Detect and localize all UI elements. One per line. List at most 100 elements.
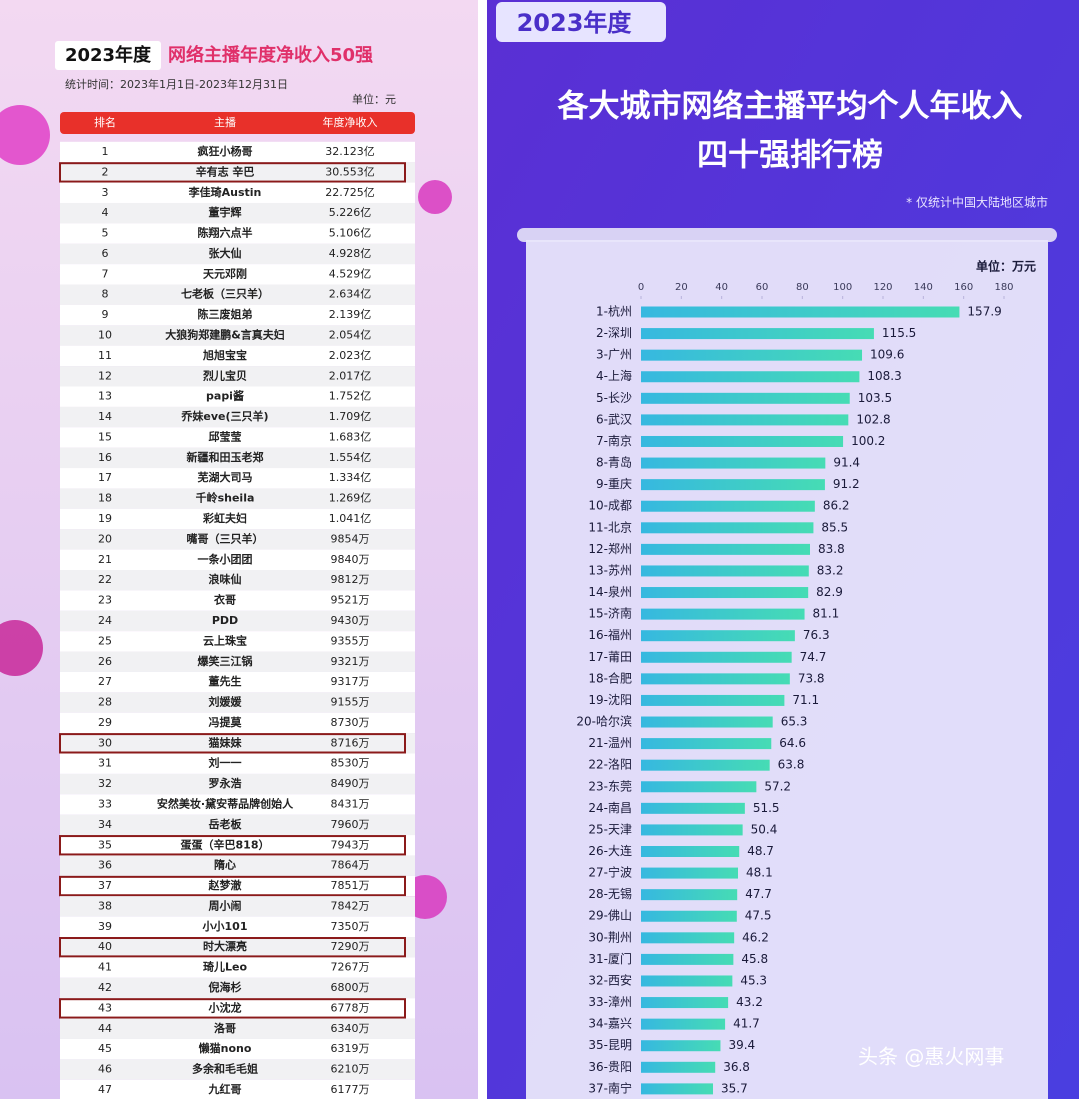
y-tick-label: 20-哈尔滨 [576, 714, 632, 729]
bar [641, 1061, 716, 1073]
bar [641, 997, 729, 1009]
badge-bg [55, 41, 161, 70]
table-cell: 36 [98, 859, 112, 872]
bar [641, 802, 745, 814]
chart-unit: 单位：万元 [976, 259, 1036, 274]
y-tick-label: 10-成都 [588, 499, 632, 513]
table-cell: 洛哥 [214, 1021, 236, 1035]
table-cell: 彩虹夫妇 [202, 511, 247, 525]
bar [641, 608, 805, 620]
bar [641, 953, 734, 965]
column-header: 主播 [214, 115, 236, 129]
bar [641, 867, 739, 879]
x-tick-label: 120 [873, 282, 892, 293]
table-cell: 12 [98, 369, 112, 382]
table-cell: 9812万 [331, 573, 370, 586]
bar [641, 716, 773, 728]
table-cell: 40 [98, 940, 112, 953]
y-tick-label: 26-大连 [588, 843, 632, 858]
table-cell: 9355万 [331, 634, 370, 647]
bar [641, 932, 735, 944]
value-label: 109.6 [870, 348, 904, 362]
bar [641, 1083, 713, 1095]
y-tick-label: 29-佛山 [588, 909, 632, 923]
y-tick-label: 13-苏州 [588, 563, 632, 577]
table-cell: 2.023亿 [329, 349, 372, 362]
table-cell: 47 [98, 1083, 112, 1096]
column-header: 排名 [94, 115, 116, 129]
y-tick-label: 21-温州 [588, 736, 632, 750]
table-cell: 2.017亿 [329, 369, 372, 382]
y-tick-label: 23-东莞 [588, 779, 632, 793]
table-row [60, 569, 415, 591]
x-tick-label: 180 [994, 282, 1013, 293]
table-cell: 1.334亿 [329, 471, 372, 484]
y-tick-label: 17-莆田 [588, 650, 632, 664]
table-cell: 七老板（三只羊） [181, 287, 269, 301]
table-cell: 7864万 [331, 859, 370, 872]
bar [641, 565, 809, 577]
table-cell: 20 [98, 532, 112, 545]
table-cell: 小小101 [202, 919, 248, 933]
table-cell: 8490万 [331, 777, 370, 790]
y-tick-label: 24-南昌 [588, 800, 632, 815]
bar [641, 435, 844, 447]
table-cell: 17 [98, 471, 112, 484]
value-label: 46.2 [742, 930, 769, 944]
table-cell: 14 [98, 410, 112, 423]
highlight-box [59, 733, 406, 754]
table-row [60, 1038, 415, 1060]
table-cell: 9321万 [331, 655, 370, 668]
table-row [60, 243, 415, 265]
period: 统计时间：2023年1月1日-2023年12月31日 [65, 77, 288, 91]
y-tick-label: 5-长沙 [596, 391, 632, 405]
y-tick-label: 4-上海 [596, 368, 632, 383]
table-cell: 22.725亿 [325, 186, 375, 199]
bar [641, 910, 737, 922]
highlight-box [59, 162, 406, 183]
y-tick-label: 12-郑州 [588, 541, 632, 556]
table-cell: 8431万 [331, 797, 370, 810]
table-cell: 7851万 [331, 879, 370, 892]
table-cell: 30 [98, 736, 112, 749]
table-cell: 5 [102, 227, 109, 240]
x-tick-label: 60 [756, 282, 769, 293]
watermark: 头条 @惠火网事 [858, 1045, 1004, 1069]
table-row [60, 937, 415, 958]
value-label: 45.8 [741, 952, 768, 966]
table-cell: 21 [98, 553, 112, 566]
chart-title: 各大城市网络主播平均个人年收入 [557, 89, 1023, 125]
table-row [60, 386, 415, 407]
table-cell: 1.683亿 [329, 430, 372, 443]
value-label: 51.5 [753, 801, 780, 815]
badge: 2023年度 [65, 44, 152, 66]
table-cell: 29 [98, 716, 112, 729]
y-tick-label: 36-贵阳 [588, 1060, 632, 1074]
value-label: 83.2 [817, 563, 844, 577]
table-cell: 31 [98, 757, 112, 770]
table-row [60, 835, 415, 856]
table-cell: 岳老板 [209, 817, 243, 831]
table-cell: 1.554亿 [329, 451, 372, 464]
value-label: 71.1 [792, 693, 819, 707]
y-tick-label: 19-沈阳 [588, 692, 632, 707]
table-cell: 32 [98, 777, 112, 790]
bar [641, 349, 863, 361]
table-cell: 41 [98, 961, 112, 974]
y-tick-label: 8-青岛 [596, 455, 632, 470]
table-cell: 34 [98, 818, 112, 831]
table-cell: 8 [102, 288, 109, 301]
value-label: 85.5 [821, 520, 848, 534]
table-cell: 罗永浩 [209, 776, 242, 790]
bar [641, 1018, 726, 1030]
table-cell: 9521万 [331, 594, 370, 607]
badge-bg [496, 2, 666, 42]
bar [641, 759, 770, 771]
y-tick-label: 27-宁波 [588, 865, 632, 880]
table-cell: 冯提莫 [209, 715, 243, 729]
table-cell: 11 [98, 349, 112, 362]
value-label: 35.7 [721, 1081, 748, 1095]
table-cell: 蛋蛋（辛巴818） [181, 837, 270, 851]
value-label: 100.2 [851, 434, 885, 448]
